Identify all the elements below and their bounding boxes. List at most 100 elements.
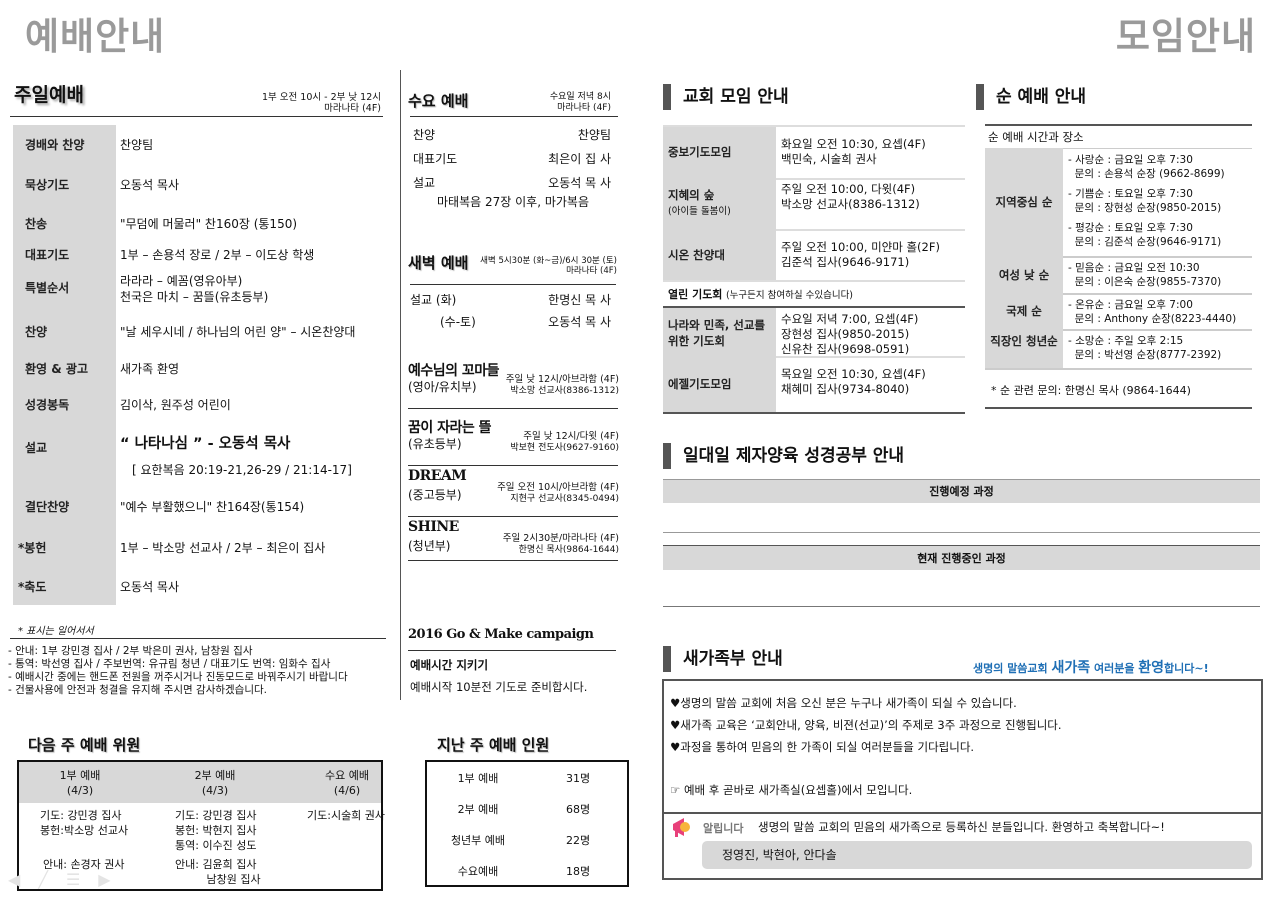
next-week-usher: 안내: 김윤희 집사	[175, 858, 257, 871]
group-time: 주일 2시30분/마라나타 (4F)	[502, 533, 619, 544]
next-week-table	[17, 760, 383, 891]
order-label: 성경봉독	[25, 398, 70, 412]
cell-row-line	[985, 293, 1252, 295]
slogan-highlight: 환영	[1138, 660, 1165, 676]
next-week-duty: 기도: 강민경 집사	[40, 809, 122, 822]
cell-label-cell	[985, 256, 1063, 293]
pen-icon[interactable]: ╱	[38, 870, 66, 889]
meeting-row-line	[663, 178, 965, 180]
order-value: 새가족 환영	[120, 362, 180, 376]
dawn-time: 새벽 5시30분 (화~금)/6시 30분 (토)	[480, 256, 617, 266]
next-week-col-date: (4/3)	[201, 784, 229, 797]
meeting-row-line	[663, 229, 965, 231]
cell-groups-header: 순 예배 시간과 장소	[988, 130, 1084, 144]
newcomers-title: 새가족부 안내	[663, 646, 783, 672]
open-prayer-label: 열린 기도회	[668, 288, 723, 301]
next-icon[interactable]: ▶	[98, 870, 129, 889]
meeting-value: 백민숙, 시술희 권사	[781, 152, 877, 166]
menu-icon[interactable]: ☰	[65, 870, 99, 889]
meeting-value: 채혜미 집사(9734-8040)	[781, 382, 910, 396]
order-value: [ 요한복음 20:19-21,26-29 / 21:14-17]	[132, 463, 352, 477]
order-value: 오동석 목사	[120, 580, 180, 594]
wednesday-value: 최은이 집 사	[548, 152, 611, 166]
order-label: 대표기도	[25, 248, 70, 262]
sunday-title: 주일예배	[14, 84, 84, 106]
next-week-duty: 봉헌:박소망 선교사	[40, 824, 129, 837]
column-divider	[400, 70, 401, 700]
order-value: 1부 – 손용석 장로 / 2부 – 이도상 학생	[120, 248, 315, 262]
meetings-top-line	[663, 125, 965, 127]
group-dept: (영아/유치부)	[408, 380, 477, 394]
order-value: 라라라 – 예꼼(영유아부)	[120, 274, 243, 288]
next-week-col-name: 수요 예배	[325, 769, 369, 782]
cell-label-cell	[985, 329, 1063, 368]
group-divider	[408, 516, 618, 517]
order-label: *축도	[18, 580, 47, 594]
group-dept: (청년부)	[408, 539, 451, 553]
planned-course-bar: 진행예정 과정	[663, 479, 1260, 503]
sunday-time: 1부 오전 10시 - 2부 낮 12시	[262, 92, 381, 103]
order-label: *봉헌	[18, 541, 47, 555]
prev-icon[interactable]: ◀	[8, 870, 39, 889]
newcomer-line: ♥생명의 말씀 교회에 처음 오신 분은 누구나 새가족이 되실 수 있습니다.	[670, 696, 1017, 710]
meeting-value: 화요일 오전 10:30, 요셉(4F)	[781, 137, 926, 151]
cell-label-cell	[985, 148, 1063, 256]
dawn-place: 마라나타 (4F)	[566, 266, 617, 276]
meeting-label-cell	[663, 308, 776, 356]
group-dept: (중고등부)	[408, 488, 462, 502]
cell-item: 문의 : 장현성 순장(9850-2015)	[1068, 201, 1222, 214]
last-week-count: 22명	[566, 834, 591, 847]
wednesday-text: 마태복음 27장 이후, 마가복음	[437, 195, 589, 209]
cell-label: 지역중심 순	[995, 195, 1053, 209]
cell-header-line	[985, 148, 1252, 149]
group-contact: 한명신 목사(9864-1644)	[518, 545, 619, 555]
discipleship-title: 일대일 제자양육 성경공부 안내	[663, 443, 904, 469]
notice-item: - 건물사용에 안전과 청결을 유지해 주시면 감사하겠습니다.	[8, 684, 267, 696]
cell-item: - 소망순 : 주일 오후 2:15	[1068, 335, 1184, 347]
meeting-label: 나라와 민족, 선교를 위한 기도회	[668, 318, 766, 348]
next-week-duty: 기도:시술희 권사	[307, 809, 386, 822]
pager-controls[interactable]: ◀╱☰▶	[8, 870, 129, 889]
order-value: "예수 부활했으니" 찬164장(통154)	[120, 500, 305, 514]
page-title-meetings: 모임안내	[1115, 15, 1256, 58]
meeting-row-line	[663, 356, 965, 358]
newcomer-line: ♥과정을 통하여 믿음의 한 가족이 되실 여러분들을 기다립니다.	[670, 740, 975, 754]
group-divider	[408, 408, 618, 409]
meeting-label: 중보기도모임	[668, 145, 732, 159]
cell-item: - 기쁨순 : 토요일 오후 7:30	[1068, 188, 1193, 200]
newcomers-box	[662, 679, 1263, 880]
cell-label: 국제 순	[1006, 304, 1042, 318]
meeting-value: 김준석 집사(9646-9171)	[781, 255, 910, 269]
order-value: 찬양팀	[120, 138, 154, 152]
order-label: 찬송	[25, 217, 48, 231]
meeting-label: 시온 찬양대	[668, 247, 725, 262]
group-dept: (유초등부)	[408, 437, 462, 451]
slogan-text: 합니다~!	[1164, 662, 1209, 675]
wednesday-title: 수요 예배	[408, 92, 469, 110]
cell-item: 문의 : 손용석 순장 (9662-8699)	[1068, 167, 1225, 180]
group-time: 주일 낮 12시/아브라함 (4F)	[505, 374, 619, 385]
cell-item: - 온유순 : 금요일 오후 7:00	[1068, 299, 1193, 311]
order-value: 김이삭, 원주성 어린이	[120, 398, 231, 412]
meeting-label: 에젤기도모임	[668, 377, 732, 391]
group-divider	[408, 465, 618, 466]
meeting-value: 박소망 선교사(8386-1312)	[781, 197, 920, 211]
last-week-count: 18명	[566, 865, 591, 878]
cell-item: - 믿음순 : 금요일 오전 10:30	[1068, 262, 1200, 274]
last-week-label: 2부 예배	[457, 803, 499, 816]
meetings-title: 교회 모임 안내	[663, 84, 789, 110]
group-time: 주일 낮 12시/다윗 (4F)	[523, 431, 619, 442]
cell-groups-title: 순 예배 안내	[976, 84, 1086, 110]
group-name: DREAM	[408, 468, 467, 484]
newcomer-line: ♥새가족 교육은 ‘교회안내, 양육, 비젼(선교)’의 주제로 3주 과정으로…	[670, 718, 1062, 732]
sunday-schedule: 1부 오전 10시 - 2부 낮 12시 마라나타 (4F)	[262, 92, 381, 114]
dawn-label: (수-토)	[440, 315, 476, 329]
last-week-table	[425, 760, 629, 887]
order-value: "날 세우시네 / 하나님의 어린 양" – 시온찬양대	[120, 325, 356, 339]
dawn-label: 설교 (화)	[410, 293, 457, 307]
slogan-text: 생명의 말씀교회	[973, 662, 1052, 675]
dawn-schedule: 새벽 5시30분 (화~금)/6시 30분 (토) 마라나타 (4F)	[480, 256, 617, 276]
order-value: "무덤에 머물러" 찬160장 (통150)	[120, 217, 298, 231]
next-week-col-name: 2부 예배	[194, 769, 236, 782]
wednesday-label: 찬양	[413, 128, 436, 142]
